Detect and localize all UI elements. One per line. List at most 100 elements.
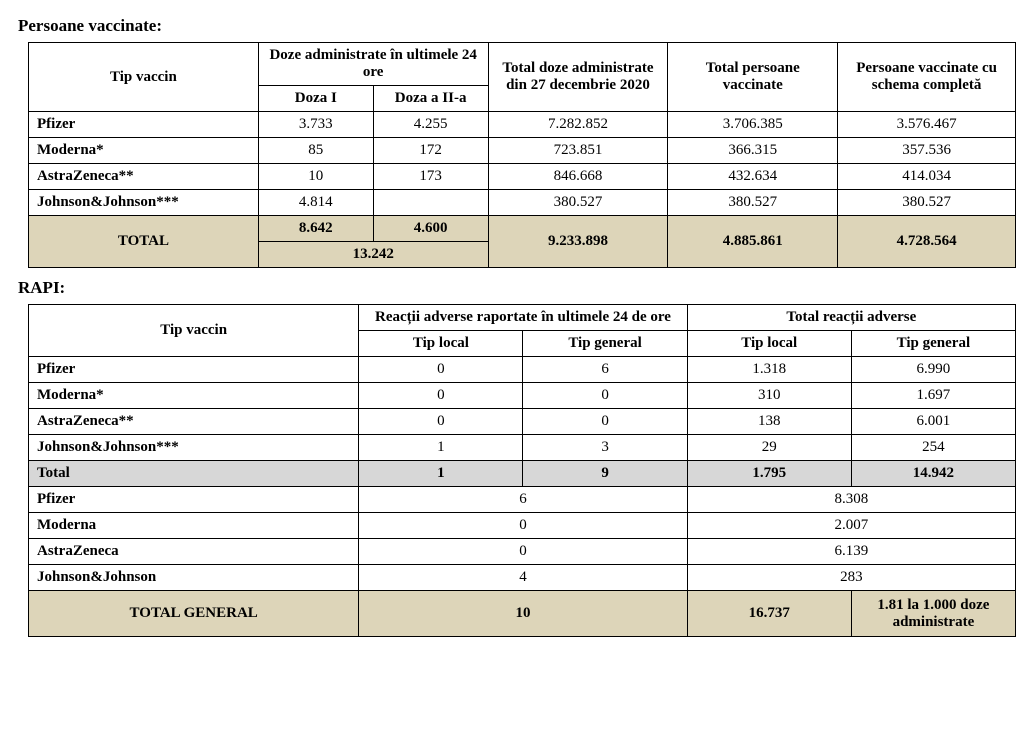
hdr-tip-vaccin: Tip vaccin [29, 305, 359, 357]
cell-d2 [373, 190, 488, 216]
cell-grand-tot-loc: 16.737 [687, 591, 851, 637]
table-row: Moderna* 0 0 310 1.697 [29, 383, 1016, 409]
cell-total-27: 9.233.898 [488, 216, 668, 268]
cell-gen24: 0 [523, 409, 687, 435]
hdr-doze-24h: Doze administrate în ultimele 24 ore [258, 43, 488, 86]
cell-schema: 414.034 [838, 164, 1016, 190]
cell-schema: 380.527 [838, 190, 1016, 216]
cell-schema: 3.576.467 [838, 112, 1016, 138]
cell-vaccin: Johnson&Johnson [29, 565, 359, 591]
cell-gentot: 6.990 [851, 357, 1015, 383]
cell-gentot: 254 [851, 435, 1015, 461]
cell-vaccin: Johnson&Johnson*** [29, 190, 259, 216]
table-row: Johnson&Johnson*** 1 3 29 254 [29, 435, 1016, 461]
cell-gentot: 6.001 [851, 409, 1015, 435]
hdr-tip-vaccin: Tip vaccin [29, 43, 259, 112]
cell-ctot: 283 [687, 565, 1015, 591]
rapi-table: Tip vaccin Reacții adverse raportate în … [28, 304, 1016, 637]
hdr-total-27dec: Total doze administrate din 27 decembrie… [488, 43, 668, 112]
cell-ctot: 8.308 [687, 487, 1015, 513]
cell-gentot: 14.942 [851, 461, 1015, 487]
hdr-total-reactii: Total reacții adverse [687, 305, 1015, 331]
cell-total-label: TOTAL [29, 216, 259, 268]
cell-d1: 4.814 [258, 190, 373, 216]
cell-gen24: 6 [523, 357, 687, 383]
cell-total27: 380.527 [488, 190, 668, 216]
cell-totalpers: 432.634 [668, 164, 838, 190]
cell-loc24: 1 [359, 435, 523, 461]
cell-gen24: 9 [523, 461, 687, 487]
table-row: Johnson&Johnson*** 4.814 380.527 380.527… [29, 190, 1016, 216]
cell-vaccin: Moderna* [29, 383, 359, 409]
cell-loctot: 138 [687, 409, 851, 435]
section2-title: RAPI: [18, 278, 1006, 298]
table-row: Pfizer 0 6 1.318 6.990 [29, 357, 1016, 383]
hdr-tip-general-24: Tip general [523, 331, 687, 357]
cell-vaccin: AstraZeneca** [29, 164, 259, 190]
hdr-tip-local-24: Tip local [359, 331, 523, 357]
cell-loctot: 1.795 [687, 461, 851, 487]
subtotal-row: Total 1 9 1.795 14.942 [29, 461, 1016, 487]
cell-total27: 846.668 [488, 164, 668, 190]
cell-vaccin: Moderna [29, 513, 359, 539]
hdr-total-persoane: Total persoane vaccinate [668, 43, 838, 112]
cell-c24: 6 [359, 487, 687, 513]
table-row: Moderna* 85 172 723.851 366.315 357.536 [29, 138, 1016, 164]
cell-vaccin: Johnson&Johnson*** [29, 435, 359, 461]
cell-total-sum24: 13.242 [258, 242, 488, 268]
cell-grand-24: 10 [359, 591, 687, 637]
cell-schema: 357.536 [838, 138, 1016, 164]
cell-loctot: 1.318 [687, 357, 851, 383]
cell-d2: 4.255 [373, 112, 488, 138]
cell-totalpers: 366.315 [668, 138, 838, 164]
cell-vaccin: AstraZeneca [29, 539, 359, 565]
hdr-doza1: Doza I [258, 86, 373, 112]
cell-grand-label: TOTAL GENERAL [29, 591, 359, 637]
table-row: AstraZeneca** 0 0 138 6.001 [29, 409, 1016, 435]
cell-vaccin: Moderna* [29, 138, 259, 164]
hdr-doza2: Doza a II-a [373, 86, 488, 112]
cell-d1: 3.733 [258, 112, 373, 138]
table-row: AstraZeneca 0 6.139 [29, 539, 1016, 565]
cell-loc24: 0 [359, 409, 523, 435]
cell-d1: 85 [258, 138, 373, 164]
cell-c24: 0 [359, 539, 687, 565]
table-row: Pfizer 6 8.308 [29, 487, 1016, 513]
cell-vaccin: Pfizer [29, 487, 359, 513]
cell-vaccin: Pfizer [29, 112, 259, 138]
cell-grand-tot-gen: 1.81 la 1.000 doze administrate [851, 591, 1015, 637]
cell-d2: 173 [373, 164, 488, 190]
cell-loc24: 0 [359, 383, 523, 409]
cell-total-pers: 4.885.861 [668, 216, 838, 268]
cell-total-d1: 8.642 [258, 216, 373, 242]
cell-ctot: 6.139 [687, 539, 1015, 565]
cell-loctot: 310 [687, 383, 851, 409]
table-row: Pfizer 3.733 4.255 7.282.852 3.706.385 3… [29, 112, 1016, 138]
cell-totalpers: 380.527 [668, 190, 838, 216]
cell-total-d2: 4.600 [373, 216, 488, 242]
cell-d2: 172 [373, 138, 488, 164]
cell-vaccin: Pfizer [29, 357, 359, 383]
section1-title: Persoane vaccinate: [18, 16, 1006, 36]
total-row: TOTAL 8.642 4.600 9.233.898 4.885.861 4.… [29, 216, 1016, 242]
cell-loc24: 1 [359, 461, 523, 487]
cell-c24: 0 [359, 513, 687, 539]
cell-vaccin: AstraZeneca** [29, 409, 359, 435]
cell-gentot: 1.697 [851, 383, 1015, 409]
cell-total-schema: 4.728.564 [838, 216, 1016, 268]
cell-loctot: 29 [687, 435, 851, 461]
cell-c24: 4 [359, 565, 687, 591]
hdr-tip-general-tot: Tip general [851, 331, 1015, 357]
cell-d1: 10 [258, 164, 373, 190]
table-row: Moderna 0 2.007 [29, 513, 1016, 539]
cell-ctot: 2.007 [687, 513, 1015, 539]
cell-total27: 723.851 [488, 138, 668, 164]
hdr-persoane-schema: Persoane vaccinate cu schema completă [838, 43, 1016, 112]
cell-total27: 7.282.852 [488, 112, 668, 138]
cell-subtotal-label: Total [29, 461, 359, 487]
vaccinated-table: Tip vaccin Doze administrate în ultimele… [28, 42, 1016, 268]
hdr-reactii-24h: Reacții adverse raportate în ultimele 24… [359, 305, 687, 331]
table-row: Johnson&Johnson 4 283 [29, 565, 1016, 591]
hdr-tip-local-tot: Tip local [687, 331, 851, 357]
cell-gen24: 3 [523, 435, 687, 461]
